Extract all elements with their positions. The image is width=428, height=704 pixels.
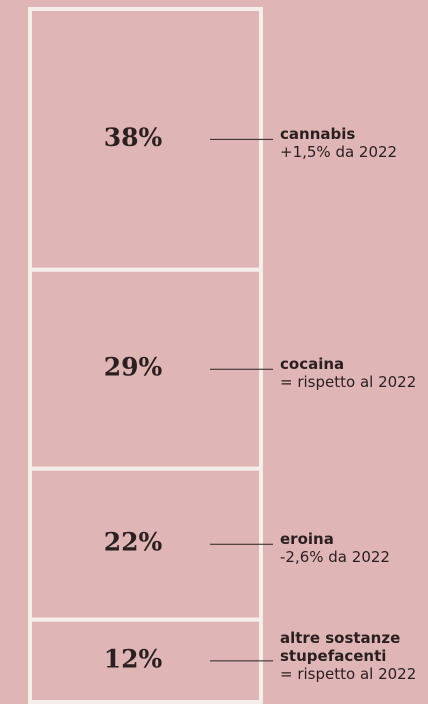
category-label: eroina — [280, 530, 334, 549]
annotation: cannabis +1,5% da 2022 — [280, 125, 428, 161]
value-label: 12% — [104, 644, 163, 673]
note-label: +1,5% da 2022 — [280, 143, 398, 162]
annotation: cocaina = rispetto al 2022 — [280, 355, 428, 391]
note-label: = rispetto al 2022 — [280, 664, 417, 683]
category-label: cocaina — [280, 355, 345, 374]
value-label: 29% — [104, 353, 163, 382]
category-label: altre sostanze stupefacenti — [280, 628, 401, 665]
annotation: altre sostanze stupefacenti = rispetto al… — [280, 629, 428, 683]
note-label: -2,6% da 2022 — [280, 548, 390, 567]
note-label: = rispetto al 2022 — [280, 373, 417, 392]
value-label: 22% — [104, 528, 163, 557]
category-label: cannabis — [280, 125, 356, 144]
value-label: 38% — [104, 123, 163, 152]
annotation: eroina -2,6% da 2022 — [280, 530, 428, 566]
